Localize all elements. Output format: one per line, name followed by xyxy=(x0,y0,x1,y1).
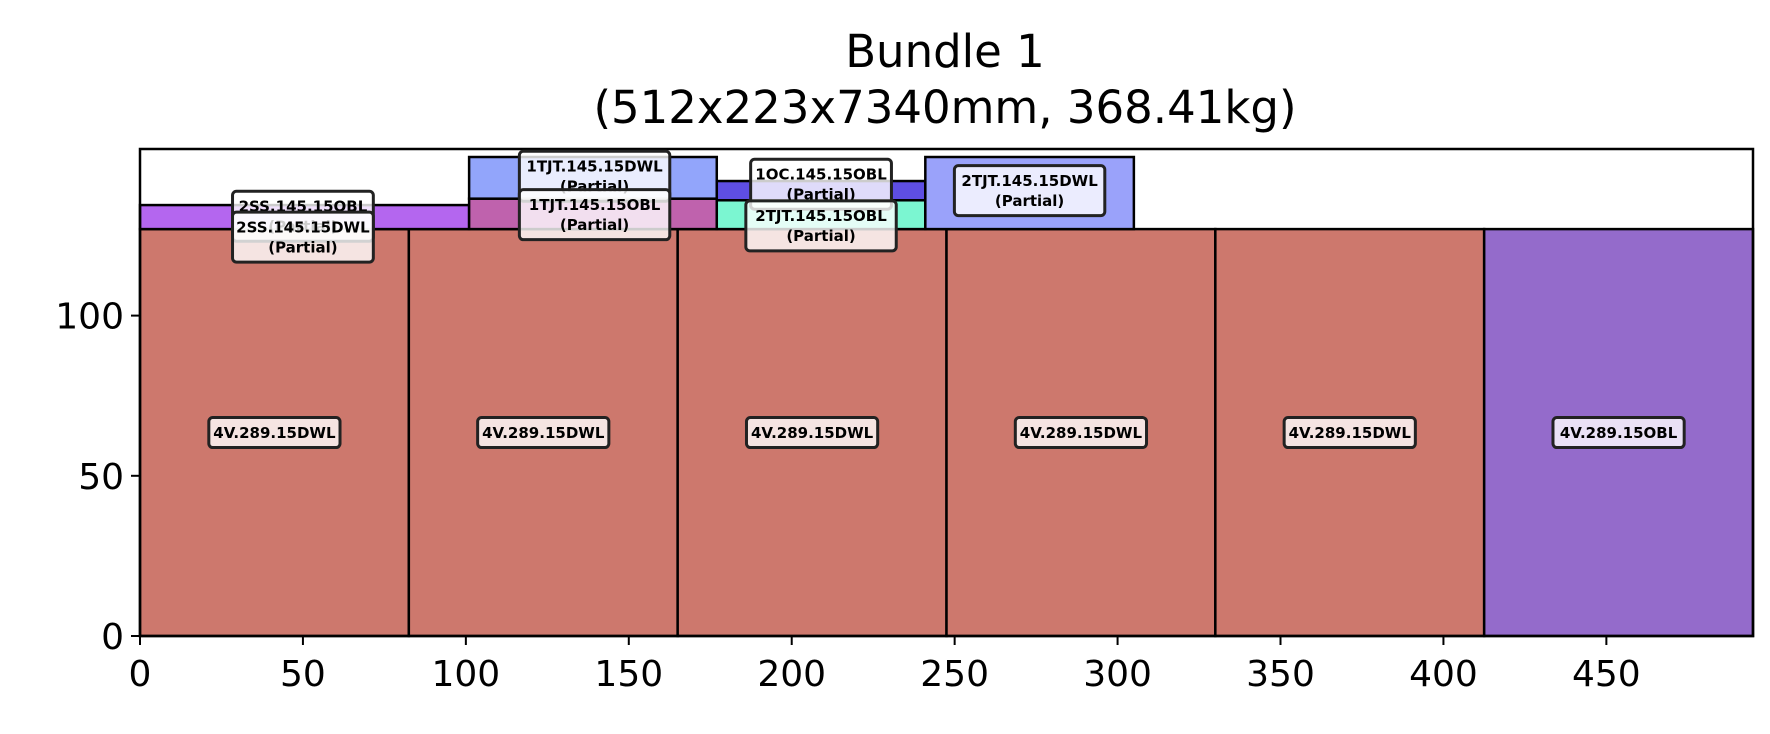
annotation-box-5 xyxy=(744,199,898,253)
annotation-5: 2TJT.145.15OBL (Partial) xyxy=(744,199,898,253)
annotation-10: 4V.289.15DWL xyxy=(1013,416,1149,450)
annotation-box-9 xyxy=(744,416,880,450)
x-tick-label-0: 0 xyxy=(129,654,152,695)
x-tick-label-1: 50 xyxy=(280,654,326,695)
annotation-box-10 xyxy=(1013,416,1149,450)
annotation-box-3 xyxy=(517,188,672,242)
annotation-box-6 xyxy=(952,164,1107,218)
annotation-box-11 xyxy=(1282,416,1417,450)
y-tick-label-2: 100 xyxy=(55,297,124,338)
y-tick-label-0: 0 xyxy=(101,617,124,658)
x-tick-label-7: 350 xyxy=(1246,654,1315,695)
annotation-7: 4V.289.15DWL xyxy=(207,416,342,450)
annotation-box-1 xyxy=(231,210,375,264)
annotation-4: 1OC.145.15OBL (Partial) xyxy=(749,157,893,211)
annotation-text-8: 4V.289.15DWL xyxy=(482,424,605,442)
plot-frame xyxy=(138,147,1755,638)
x-tick-label-5: 250 xyxy=(920,654,989,695)
annotation-text-12: 4V.289.15OBL xyxy=(1560,424,1678,442)
annotation-9: 4V.289.15DWL xyxy=(744,416,880,450)
annotation-text-6: 2TJT.145.15DWL (Partial) xyxy=(961,172,1098,210)
annotation-1: 2SS.145.15DWL (Partial) xyxy=(231,210,375,264)
annotation-text-5: 2TJT.145.15OBL (Partial) xyxy=(755,207,887,245)
annotation-text-10: 4V.289.15DWL xyxy=(1020,424,1143,442)
annotation-3: 1TJT.145.15OBL (Partial) xyxy=(517,188,672,242)
annotation-12: 4V.289.15OBL xyxy=(1551,416,1686,450)
x-tick-label-6: 300 xyxy=(1083,654,1152,695)
annotation-box-12 xyxy=(1551,416,1686,450)
annotation-box-7 xyxy=(207,416,342,450)
x-tick-label-4: 200 xyxy=(757,654,826,695)
x-tick-label-8: 400 xyxy=(1409,654,1478,695)
chart-title: Bundle 1 (512x223x7340mm, 368.41kg) xyxy=(593,25,1296,134)
annotation-6: 2TJT.145.15DWL (Partial) xyxy=(952,164,1107,218)
annotation-11: 4V.289.15DWL xyxy=(1282,416,1417,450)
annotation-text-3: 1TJT.145.15OBL (Partial) xyxy=(529,196,661,234)
annotation-box-8 xyxy=(476,416,611,450)
x-tick-label-3: 150 xyxy=(594,654,663,695)
annotation-text-11: 4V.289.15DWL xyxy=(1289,424,1412,442)
y-tick-label-1: 50 xyxy=(78,457,124,498)
x-tick-label-2: 100 xyxy=(431,654,500,695)
annotation-text-9: 4V.289.15DWL xyxy=(751,424,874,442)
x-tick-label-9: 450 xyxy=(1572,654,1641,695)
annotation-8: 4V.289.15DWL xyxy=(476,416,611,450)
annotation-text-7: 4V.289.15DWL xyxy=(213,424,336,442)
annotation-text-4: 1OC.145.15OBL (Partial) xyxy=(755,165,887,203)
annotation-text-1: 2SS.145.15DWL (Partial) xyxy=(236,218,370,256)
